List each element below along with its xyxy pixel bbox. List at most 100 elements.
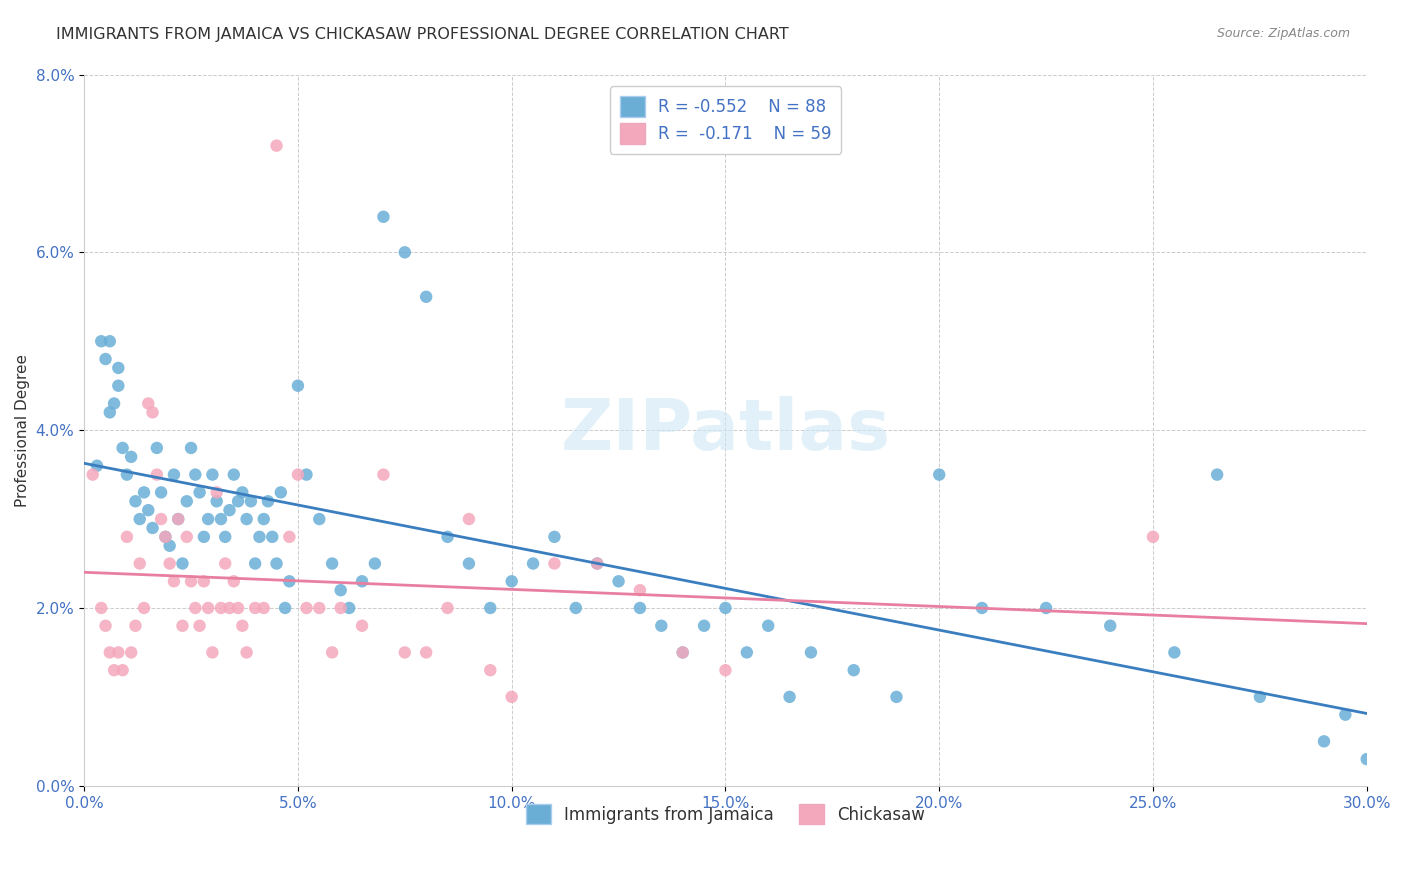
Point xyxy=(184,467,207,482)
Point xyxy=(1163,645,1185,659)
Point xyxy=(308,512,330,526)
Point xyxy=(124,619,146,633)
Text: Source: ZipAtlas.com: Source: ZipAtlas.com xyxy=(1216,27,1350,40)
Point xyxy=(501,690,523,704)
Point xyxy=(672,645,695,659)
Point xyxy=(373,467,395,482)
Point xyxy=(115,467,138,482)
Point xyxy=(146,441,169,455)
Point xyxy=(479,663,502,677)
Point xyxy=(90,601,112,615)
Point xyxy=(1334,707,1357,722)
Point xyxy=(159,557,181,571)
Point xyxy=(107,645,129,659)
Point xyxy=(115,530,138,544)
Point xyxy=(235,645,257,659)
Point xyxy=(586,557,609,571)
Point xyxy=(193,530,215,544)
Point xyxy=(188,485,211,500)
Point xyxy=(197,601,219,615)
Point xyxy=(800,645,823,659)
Point xyxy=(714,663,737,677)
Point xyxy=(205,494,228,508)
Point xyxy=(90,334,112,349)
Point xyxy=(98,645,121,659)
Point xyxy=(295,467,318,482)
Point xyxy=(278,574,301,589)
Point xyxy=(209,601,232,615)
Point xyxy=(98,405,121,419)
Point xyxy=(98,334,121,349)
Point xyxy=(479,601,502,615)
Point xyxy=(1142,530,1164,544)
Point xyxy=(107,378,129,392)
Point xyxy=(231,619,253,633)
Point xyxy=(218,601,240,615)
Point xyxy=(159,539,181,553)
Point xyxy=(124,494,146,508)
Point xyxy=(132,485,155,500)
Point xyxy=(180,574,202,589)
Legend: Immigrants from Jamaica, Chickasaw: Immigrants from Jamaica, Chickasaw xyxy=(516,794,935,834)
Point xyxy=(1206,467,1229,482)
Point xyxy=(103,396,125,410)
Point xyxy=(522,557,544,571)
Point xyxy=(184,601,207,615)
Point xyxy=(176,494,198,508)
Point xyxy=(86,458,108,473)
Y-axis label: Professional Degree: Professional Degree xyxy=(15,353,30,507)
Point xyxy=(329,601,352,615)
Point xyxy=(295,601,318,615)
Point xyxy=(201,467,224,482)
Point xyxy=(222,574,245,589)
Point xyxy=(928,467,950,482)
Point xyxy=(756,619,779,633)
Point xyxy=(458,512,481,526)
Point xyxy=(249,530,271,544)
Point xyxy=(415,290,437,304)
Point xyxy=(107,360,129,375)
Point xyxy=(239,494,262,508)
Point xyxy=(1099,619,1122,633)
Point xyxy=(128,557,150,571)
Point xyxy=(1355,752,1378,766)
Point xyxy=(278,530,301,544)
Point xyxy=(150,485,173,500)
Point xyxy=(253,512,276,526)
Point xyxy=(1313,734,1336,748)
Point xyxy=(1035,601,1057,615)
Point xyxy=(543,557,565,571)
Point xyxy=(155,530,177,544)
Point xyxy=(172,557,194,571)
Point xyxy=(167,512,190,526)
Point xyxy=(150,512,173,526)
Point xyxy=(103,663,125,677)
Point xyxy=(1249,690,1271,704)
Point xyxy=(436,601,458,615)
Point xyxy=(172,619,194,633)
Point xyxy=(262,530,284,544)
Point xyxy=(714,601,737,615)
Point xyxy=(155,530,177,544)
Point xyxy=(628,583,651,598)
Point xyxy=(607,574,630,589)
Point xyxy=(253,601,276,615)
Point xyxy=(214,557,236,571)
Point xyxy=(321,557,343,571)
Point xyxy=(287,467,309,482)
Point xyxy=(82,467,104,482)
Point xyxy=(222,467,245,482)
Point xyxy=(142,405,165,419)
Point xyxy=(672,645,695,659)
Point xyxy=(394,245,416,260)
Point xyxy=(266,138,288,153)
Point xyxy=(128,512,150,526)
Point xyxy=(163,574,186,589)
Point xyxy=(243,601,266,615)
Point xyxy=(231,485,253,500)
Point xyxy=(120,645,142,659)
Point xyxy=(543,530,565,544)
Point xyxy=(274,601,297,615)
Point xyxy=(226,494,249,508)
Point xyxy=(842,663,865,677)
